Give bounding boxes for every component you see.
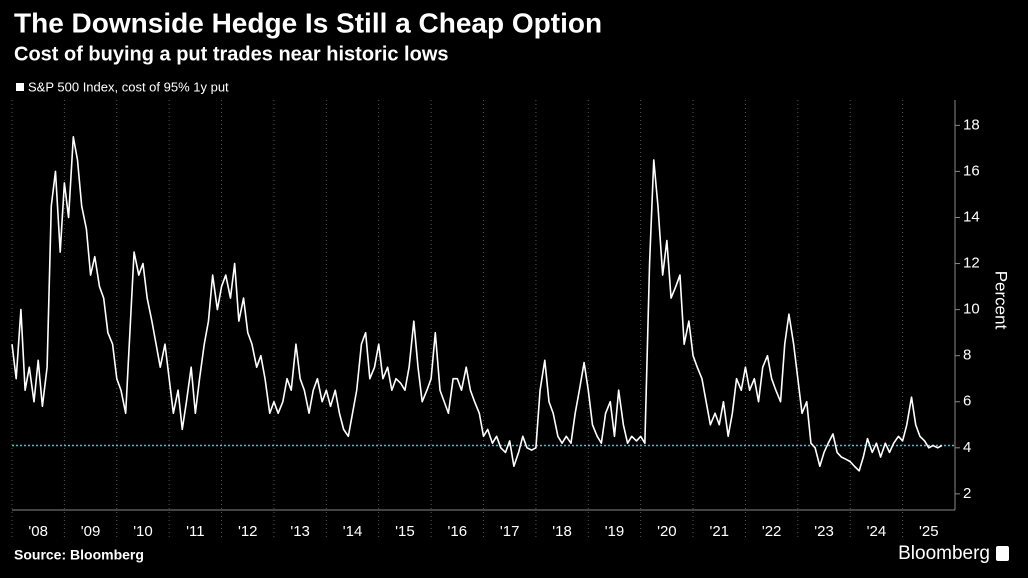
x-tick-label: '09 xyxy=(81,523,101,540)
y-tick-label: 10 xyxy=(963,301,980,318)
x-tick-label: '12 xyxy=(238,523,258,540)
y-axis-label: Percent xyxy=(992,271,1011,330)
y-tick-label: 8 xyxy=(963,347,971,364)
x-tick-label: '19 xyxy=(605,523,625,540)
x-tick-label: '22 xyxy=(762,523,782,540)
y-tick-label: 18 xyxy=(963,116,980,133)
x-tick-label: '24 xyxy=(867,523,887,540)
legend-swatch xyxy=(16,83,24,91)
chart-title: The Downside Hedge Is Still a Cheap Opti… xyxy=(14,7,602,38)
x-tick-label: '16 xyxy=(448,523,468,540)
chart-subtitle: Cost of buying a put trades near histori… xyxy=(14,43,449,65)
x-tick-label: '11 xyxy=(186,523,204,540)
y-tick-label: 12 xyxy=(963,255,980,272)
y-tick-label: 2 xyxy=(963,485,971,502)
x-tick-label: '08 xyxy=(28,523,48,540)
x-tick-label: '21 xyxy=(709,523,729,540)
series-line xyxy=(11,136,943,472)
x-tick-label: '18 xyxy=(552,523,572,540)
source: Source: Bloomberg xyxy=(14,547,144,563)
legend-label: S&P 500 Index, cost of 95% 1y put xyxy=(28,79,229,94)
x-tick-label: '13 xyxy=(290,523,310,540)
y-tick-label: 4 xyxy=(963,439,971,456)
x-tick-label: '14 xyxy=(343,523,363,540)
y-tick-label: 6 xyxy=(963,393,971,410)
x-tick-label: '20 xyxy=(657,523,677,540)
x-tick-label: '25 xyxy=(919,523,939,540)
y-tick-label: 16 xyxy=(963,162,980,179)
x-tick-label: '15 xyxy=(395,523,415,540)
x-tick-label: '10 xyxy=(133,523,153,540)
x-tick-label: '17 xyxy=(500,523,520,540)
brand-icon xyxy=(996,546,1009,561)
x-tick-label: '23 xyxy=(814,523,834,540)
brand: Bloomberg xyxy=(898,543,990,564)
y-tick-label: 14 xyxy=(963,208,980,225)
